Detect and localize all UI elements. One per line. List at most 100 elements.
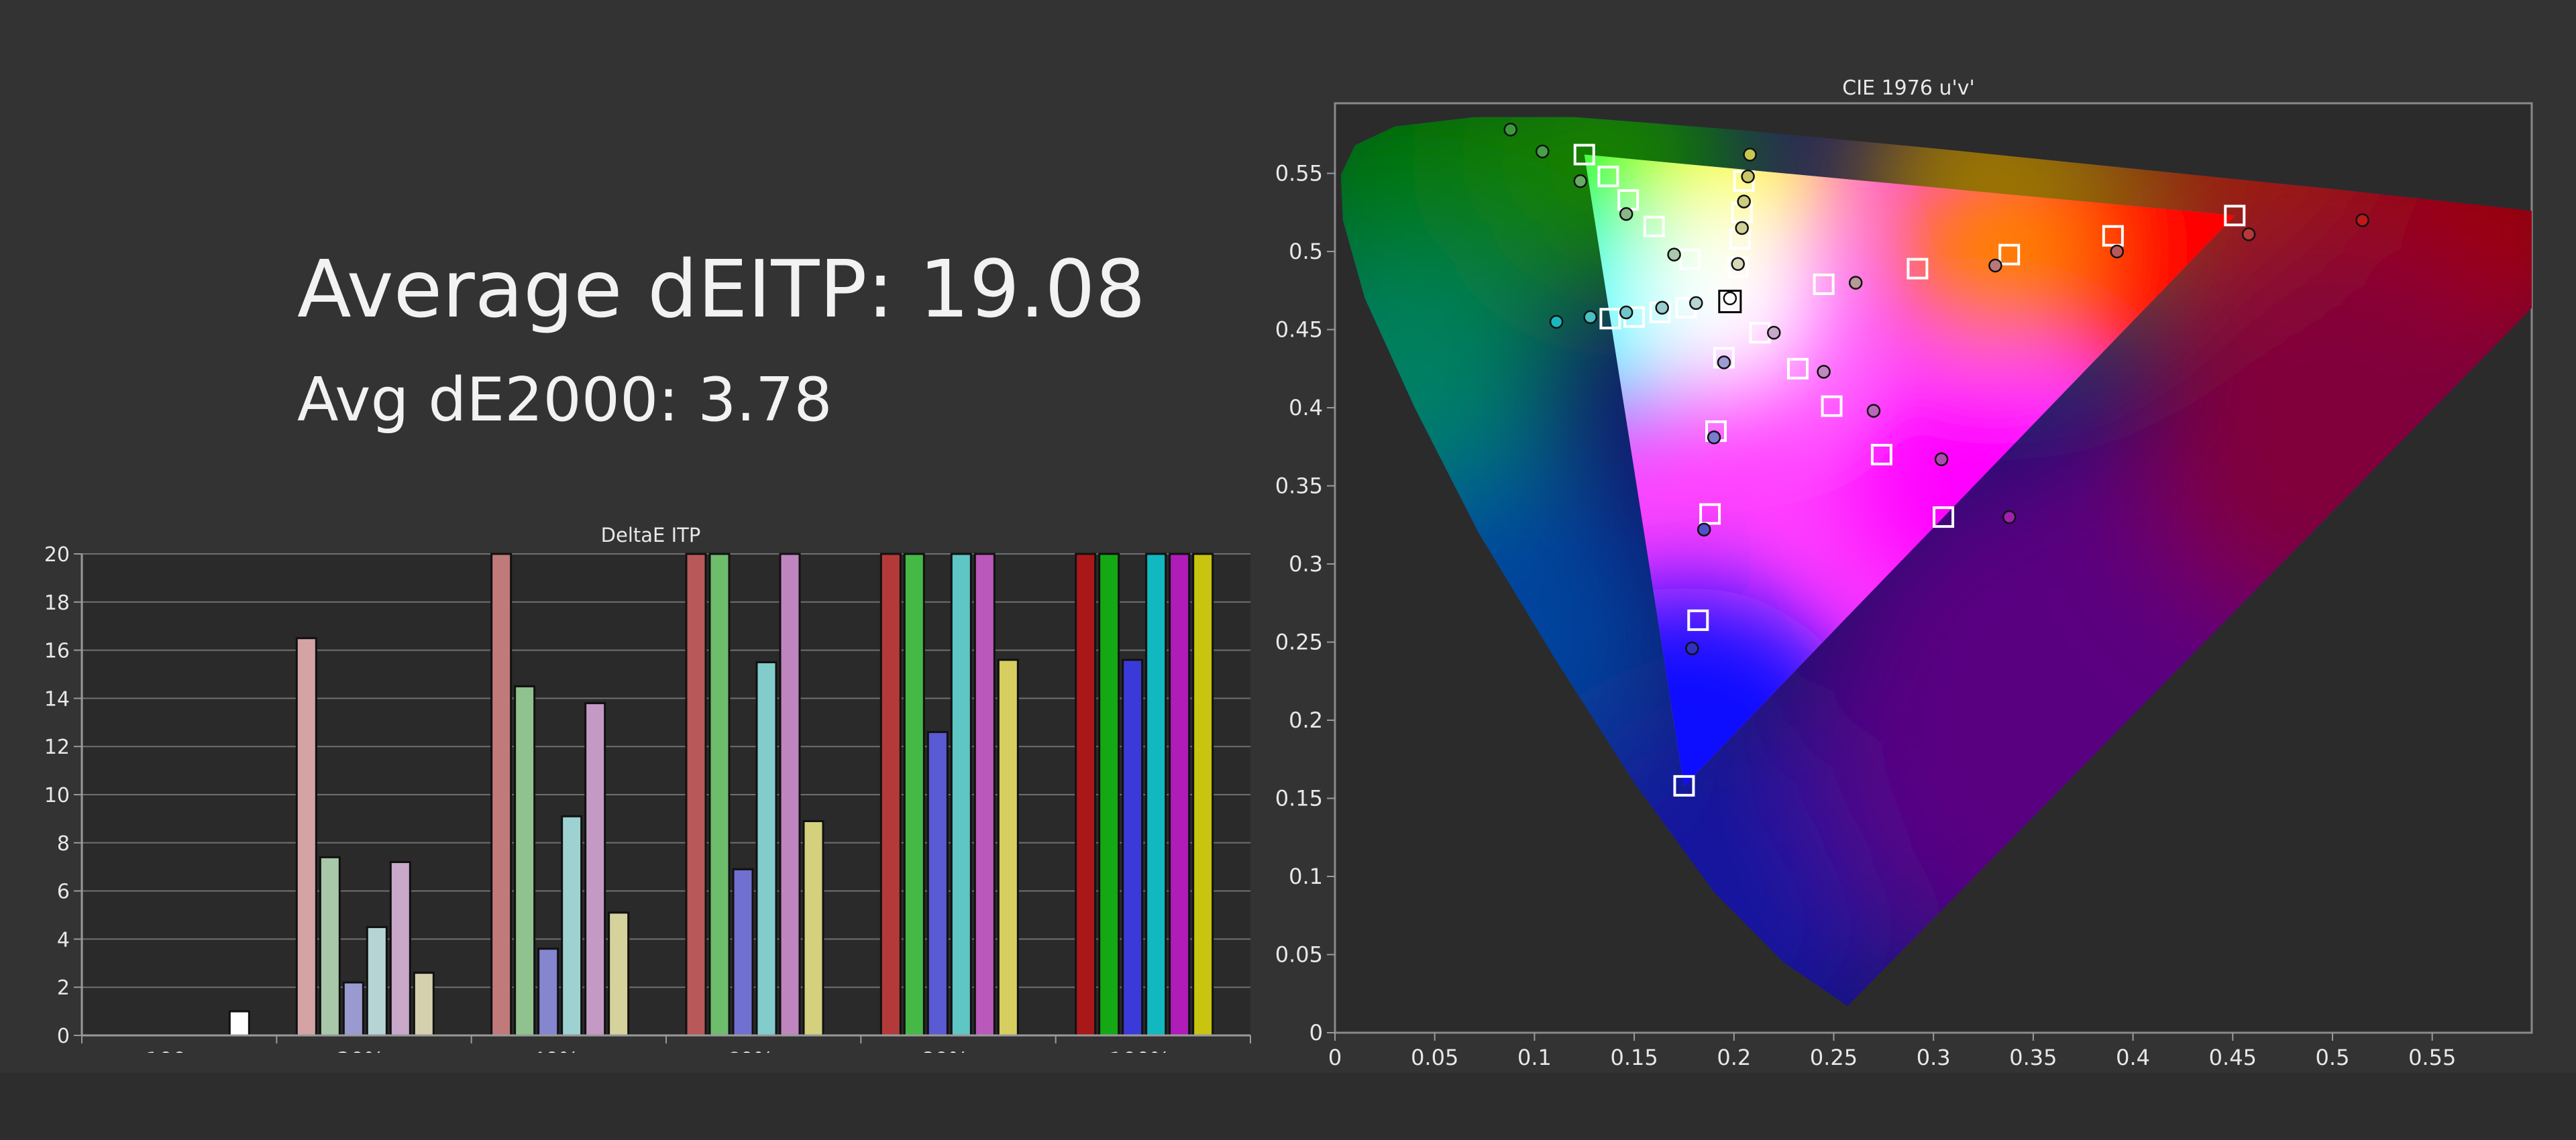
measured-point bbox=[1619, 305, 1633, 320]
bar bbox=[608, 911, 630, 1037]
measured-point bbox=[1735, 221, 1749, 235]
measured-point bbox=[1689, 296, 1703, 310]
bar-chart-title: DeltaE ITP bbox=[601, 524, 701, 547]
target-square bbox=[1870, 443, 1892, 465]
cie-x-tick-label: 0.1 bbox=[1517, 1045, 1552, 1070]
bar-y-tick-label: 14 bbox=[44, 687, 70, 711]
cie-x-tick-label: 0.5 bbox=[2316, 1045, 2350, 1070]
bar-chart-grid bbox=[82, 553, 1250, 988]
bar-y-tick-label: 2 bbox=[57, 976, 70, 1000]
bar bbox=[366, 925, 388, 1037]
bar-y-tick-label: 6 bbox=[57, 880, 70, 904]
measured-point bbox=[1549, 315, 1564, 329]
bar-x-tick-label: 100% bbox=[1109, 1047, 1170, 1053]
bar bbox=[926, 731, 949, 1037]
cie-y-tick-label: 0.55 bbox=[1275, 161, 1323, 186]
measured-point bbox=[1988, 258, 2002, 273]
measured-point bbox=[1741, 169, 1755, 184]
bar-chart-axes: 0 2 4 6 8 10 12 14 16 18 20 100 20% 40% 60% 80% 100% bbox=[44, 543, 1251, 1053]
bar-y-tick-label: 4 bbox=[57, 928, 70, 952]
cie-y-tick-label: 0.2 bbox=[1289, 707, 1323, 733]
cie-y-tick-label: 0.4 bbox=[1289, 395, 1323, 420]
bar bbox=[584, 702, 606, 1037]
cie-x-tick-label: 0.4 bbox=[2116, 1045, 2150, 1070]
measured-point bbox=[1848, 276, 1863, 290]
target-square bbox=[1673, 775, 1695, 797]
measured-point bbox=[1717, 355, 1731, 369]
cie-chart-title: CIE 1976 u'v' bbox=[1842, 76, 1974, 100]
cie-x-tick-label: 0.2 bbox=[1717, 1045, 1751, 1070]
cie-x-tick-label: 0 bbox=[1328, 1045, 1342, 1070]
cie-x-tick-label: 0.35 bbox=[2009, 1045, 2057, 1070]
bar-x-tick-label: 40% bbox=[531, 1047, 579, 1053]
measured-point bbox=[1731, 257, 1745, 271]
bar bbox=[389, 861, 411, 1037]
bar bbox=[319, 856, 341, 1037]
measured-point bbox=[1737, 194, 1751, 209]
target-square bbox=[1687, 609, 1709, 631]
measured-point bbox=[1723, 291, 1737, 306]
bar bbox=[685, 553, 707, 1037]
bar bbox=[1169, 553, 1191, 1037]
measured-point bbox=[1619, 207, 1633, 221]
cie-x-tick-label: 0.25 bbox=[1810, 1045, 1858, 1070]
bar-y-tick-label: 16 bbox=[44, 640, 70, 663]
cie-y-tick-label: 0.3 bbox=[1289, 551, 1323, 577]
bar bbox=[413, 972, 435, 1037]
deltae-itp-chart: 0 2 4 6 8 10 12 14 16 18 20 100 20% 40% 60% 80% 100% Del… bbox=[44, 524, 1251, 1053]
target-square bbox=[1813, 273, 1835, 295]
bar-y-tick-label: 20 bbox=[44, 543, 70, 567]
bar bbox=[1075, 553, 1097, 1037]
measured-point bbox=[1536, 144, 1550, 159]
measured-point bbox=[1934, 452, 1949, 467]
cie-axes: 0 0.05 0.1 0.15 0.2 0.25 0.3 0.35 0.4 0.45 0.5 0.55… bbox=[1275, 161, 2457, 1071]
cie-uv-chart: 0 0.05 0.1 0.15 0.2 0.25 0.3 0.35 0.4 0.45 0.5 0.55… bbox=[1275, 76, 2533, 1071]
measured-point bbox=[1707, 431, 1721, 445]
cie-y-tick-label: 0.15 bbox=[1275, 786, 1323, 811]
cie-x-tick-label: 0.05 bbox=[1411, 1045, 1458, 1070]
cie-y-tick-label: 0 bbox=[1309, 1020, 1323, 1045]
bottom-band bbox=[0, 1073, 2576, 1140]
measured-point bbox=[1503, 123, 1517, 137]
target-square bbox=[1786, 357, 1809, 380]
gamut-color-blob bbox=[2035, 154, 2235, 415]
target-square bbox=[2224, 205, 2246, 227]
bar bbox=[1192, 553, 1214, 1037]
cie-x-tick-label: 0.15 bbox=[1610, 1045, 1658, 1070]
target-square bbox=[1699, 503, 1721, 525]
bar-y-tick-label: 8 bbox=[57, 832, 70, 856]
measured-point bbox=[1573, 174, 1588, 188]
bar-y-tick-label: 12 bbox=[44, 736, 70, 759]
measured-point bbox=[1655, 300, 1669, 315]
target-square bbox=[1933, 506, 1955, 528]
measured-point bbox=[2355, 213, 2369, 227]
target-square bbox=[1597, 166, 1619, 188]
average-de2000-label: Avg dE2000: 3.78 bbox=[297, 365, 833, 435]
average-deitp-label: Average dEITP: 19.08 bbox=[297, 243, 1146, 335]
bar-x-tick-label: 20% bbox=[337, 1047, 384, 1053]
bar bbox=[228, 1010, 250, 1037]
bar-y-tick-label: 0 bbox=[57, 1025, 70, 1048]
bar bbox=[879, 553, 902, 1037]
target-square bbox=[1643, 215, 1665, 237]
target-square bbox=[1679, 248, 1701, 270]
target-square bbox=[1907, 258, 1929, 280]
bar bbox=[537, 948, 559, 1037]
cie-x-tick-label: 0.55 bbox=[2408, 1045, 2456, 1070]
bar bbox=[561, 815, 583, 1037]
bar bbox=[1145, 553, 1167, 1037]
cie-y-tick-label: 0.25 bbox=[1275, 630, 1323, 655]
cie-y-tick-label: 0.1 bbox=[1289, 864, 1323, 889]
measured-point bbox=[2110, 244, 2125, 259]
cie-y-tick-label: 0.5 bbox=[1289, 239, 1323, 264]
white-point-outline bbox=[1718, 290, 1742, 314]
measured-point bbox=[1743, 148, 1757, 162]
bar bbox=[342, 981, 364, 1037]
measured-point bbox=[1817, 365, 1831, 379]
target-square bbox=[1998, 243, 2021, 266]
gamut-color-blob bbox=[1893, 154, 2094, 351]
cie-y-tick-label: 0.45 bbox=[1275, 317, 1323, 343]
measured-point bbox=[1697, 522, 1711, 536]
measured-point bbox=[1767, 325, 1781, 340]
bar bbox=[1122, 659, 1144, 1037]
